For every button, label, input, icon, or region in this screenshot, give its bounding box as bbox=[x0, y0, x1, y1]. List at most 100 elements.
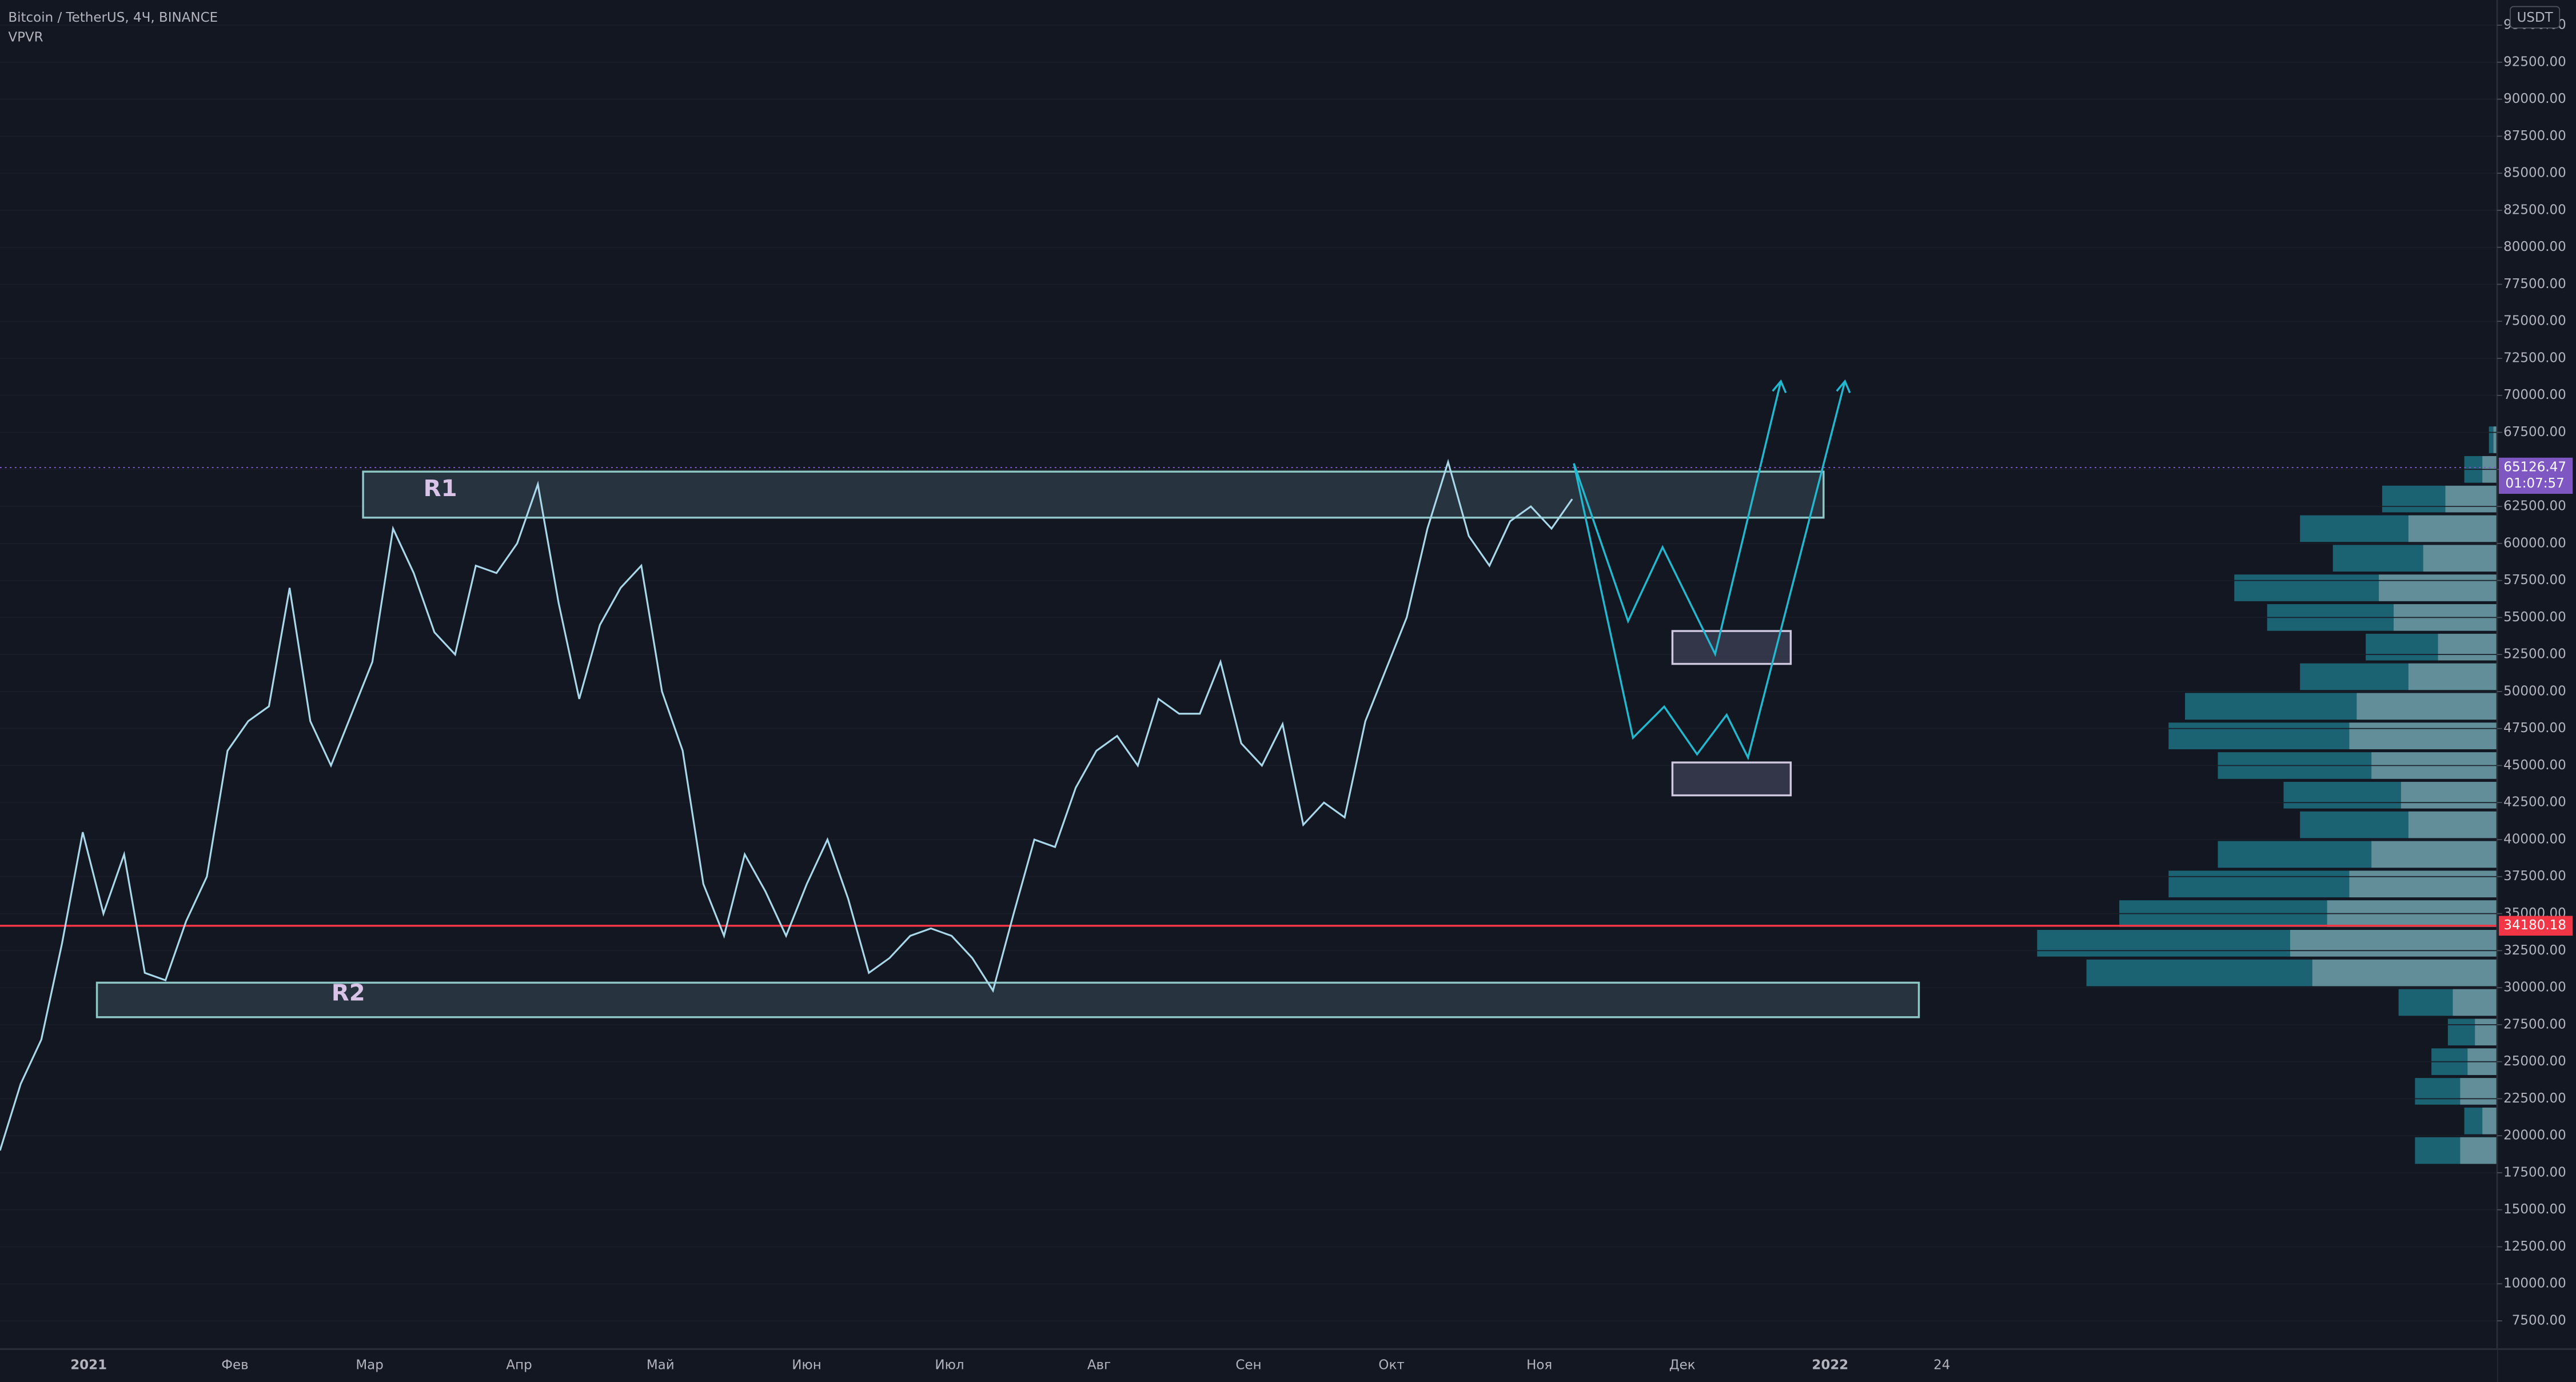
volume-bar bbox=[2086, 959, 2498, 986]
volume-bar bbox=[2415, 1078, 2498, 1105]
x-tick-label: Дек bbox=[1669, 1358, 1696, 1373]
zone-r2 bbox=[95, 981, 1920, 1018]
zone-r1 bbox=[362, 470, 1825, 519]
zone-label: R2 bbox=[332, 980, 365, 1006]
last-price-badge bbox=[2498, 457, 2573, 494]
y-tick-label: 77500.00 bbox=[2503, 277, 2566, 291]
volume-bar bbox=[2037, 930, 2498, 957]
x-tick-label: Сен bbox=[1235, 1358, 1261, 1373]
poc-label: 34180.18 bbox=[2503, 918, 2566, 933]
volume-bar bbox=[2234, 574, 2498, 601]
y-tick-label: 92500.00 bbox=[2503, 54, 2566, 69]
time-axis bbox=[0, 1349, 2498, 1382]
x-tick-label: Ноя bbox=[1526, 1358, 1552, 1373]
volume-bar bbox=[2300, 663, 2498, 690]
y-tick-label: 62500.00 bbox=[2503, 499, 2566, 514]
arrow-head bbox=[1772, 379, 1851, 393]
x-tick-label: Окт bbox=[1378, 1358, 1404, 1373]
volume-bar-inner bbox=[2460, 1078, 2498, 1105]
grid bbox=[0, 25, 2498, 1321]
volume-bar bbox=[2283, 781, 2498, 809]
x-tick-label: Июл bbox=[935, 1358, 964, 1373]
y-tick-label: 70000.00 bbox=[2503, 388, 2566, 402]
volume-bar-inner bbox=[2475, 1018, 2498, 1046]
volume-bar bbox=[2447, 1018, 2498, 1046]
axis-labels: 7500.00 10000.00 12500.00 15000.00 17500.00 2… bbox=[2497, 18, 2573, 1328]
last-price-label: 65126.47 bbox=[2503, 460, 2566, 475]
volume-bar-inner bbox=[2408, 663, 2498, 690]
volume-bar-inner bbox=[2356, 693, 2498, 720]
y-tick-label: 25000.00 bbox=[2503, 1054, 2566, 1069]
y-tick-label: 80000.00 bbox=[2503, 239, 2566, 254]
y-tick-label: 12500.00 bbox=[2503, 1239, 2566, 1254]
volume-bar bbox=[2464, 1107, 2498, 1135]
volume-bar-inner bbox=[2493, 426, 2498, 453]
projection-path bbox=[1573, 381, 1846, 761]
y-tick-label: 32500.00 bbox=[2503, 943, 2566, 958]
volume-bar bbox=[2168, 870, 2498, 898]
volume-bar-inner bbox=[2423, 545, 2498, 572]
x-tick-label: Май bbox=[647, 1358, 675, 1373]
y-tick-label: 30000.00 bbox=[2503, 980, 2566, 995]
y-tick-label: 82500.00 bbox=[2503, 202, 2566, 217]
y-tick-label: 27500.00 bbox=[2503, 1017, 2566, 1032]
price-axis bbox=[2497, 0, 2576, 1382]
volume-bar bbox=[2168, 722, 2498, 749]
y-tick-label: 72500.00 bbox=[2503, 350, 2566, 365]
volume-bar bbox=[2382, 485, 2498, 513]
x-tick-label: 2021 bbox=[70, 1358, 107, 1373]
volume-bar-inner bbox=[2312, 959, 2498, 986]
volume-bar-inner bbox=[2371, 841, 2498, 868]
x-tick-label: 24 bbox=[1933, 1358, 1950, 1373]
volume-bar-inner bbox=[2400, 781, 2498, 809]
volume-bar bbox=[2415, 1137, 2498, 1164]
x-tick-label: 2022 bbox=[1812, 1358, 1848, 1373]
volume-bar bbox=[2489, 426, 2498, 453]
volume-bar bbox=[2185, 693, 2498, 720]
y-tick-label: 37500.00 bbox=[2503, 869, 2566, 884]
y-tick-label: 57500.00 bbox=[2503, 573, 2566, 588]
volume-bar bbox=[2218, 841, 2498, 868]
x-tick-label: Июн bbox=[792, 1358, 822, 1373]
x-tick-label: Мар bbox=[356, 1358, 384, 1373]
volume-bar bbox=[2398, 989, 2498, 1016]
projection-path bbox=[1573, 381, 1782, 657]
x-tick-label: Авг bbox=[1087, 1358, 1111, 1373]
y-tick-label: 47500.00 bbox=[2503, 721, 2566, 736]
y-tick-label: 17500.00 bbox=[2503, 1165, 2566, 1180]
volume-bar-inner bbox=[2482, 1107, 2498, 1135]
volume-bar-inner bbox=[2408, 515, 2498, 542]
volume-bar-inner bbox=[2349, 722, 2498, 749]
volume-bar bbox=[2300, 515, 2498, 542]
y-tick-label: 15000.00 bbox=[2503, 1202, 2566, 1217]
volume-bar bbox=[2332, 545, 2498, 572]
plot bbox=[0, 458, 2498, 1151]
y-tick-label: 85000.00 bbox=[2503, 166, 2566, 181]
volume-bar bbox=[2300, 811, 2498, 838]
y-tick-label: 87500.00 bbox=[2503, 129, 2566, 143]
currency-badge[interactable] bbox=[2510, 6, 2561, 29]
indicator-label: VPVR bbox=[8, 30, 43, 45]
y-tick-label: 55000.00 bbox=[2503, 610, 2566, 625]
countdown-label: 01:07:57 bbox=[2506, 476, 2565, 491]
y-tick-label: 7500.00 bbox=[2512, 1313, 2566, 1328]
currency-label[interactable]: USDT bbox=[2517, 10, 2554, 25]
y-tick-label: 50000.00 bbox=[2503, 684, 2566, 698]
volume-bar-inner bbox=[2290, 930, 2498, 957]
y-tick-label: 20000.00 bbox=[2503, 1128, 2566, 1143]
volume-bar-inner bbox=[2445, 485, 2498, 513]
price-line bbox=[0, 458, 1573, 1151]
volume-profile bbox=[2037, 426, 2498, 1164]
y-tick-label: 45000.00 bbox=[2503, 758, 2566, 773]
target-box bbox=[1671, 761, 1792, 797]
x-tick-label: Апр bbox=[506, 1358, 532, 1373]
volume-bar-inner bbox=[2438, 633, 2498, 661]
volume-bar-inner bbox=[2379, 574, 2498, 601]
y-tick-label: 40000.00 bbox=[2503, 832, 2566, 846]
y-tick-label: 75000.00 bbox=[2503, 314, 2566, 329]
y-tick-label: 22500.00 bbox=[2503, 1091, 2566, 1106]
y-tick-label: 60000.00 bbox=[2503, 536, 2566, 550]
volume-bar-inner bbox=[2460, 1137, 2498, 1164]
